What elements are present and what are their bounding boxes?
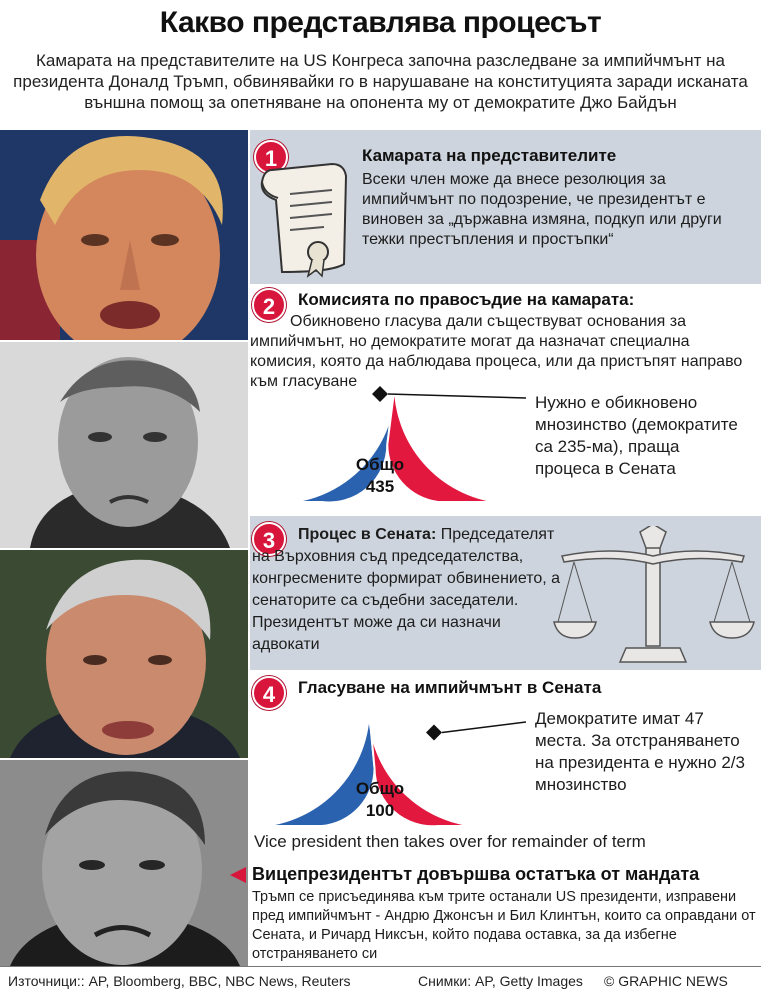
threshold-marker (426, 724, 443, 741)
senate-chart: Общо 100 (261, 708, 526, 828)
step-2-heading: Комисията по правосъдие на камарата: (298, 290, 635, 309)
leader-line (441, 721, 526, 734)
final-text: Тръмп се присъединява към трите останали… (252, 889, 756, 962)
photo-clinton (0, 550, 248, 758)
chart-total-label: Общо (356, 779, 404, 798)
footer: Източници:: AP, Bloomberg, BBC, NBC News… (0, 966, 761, 994)
final-panel: Вицепрезидентът довършва остатъка от ман… (230, 862, 761, 966)
footer-credit: © GRAPHIC NEWS (604, 973, 728, 989)
leader-line (387, 393, 526, 399)
chart-segment-others (367, 708, 499, 828)
step-3-text-block: Процес в Сената: Председателят на Върхов… (252, 524, 562, 656)
footer-photos: Снимки: AP, Getty Images (418, 973, 583, 989)
president-photos (0, 130, 248, 966)
chart-total-value: 100 (366, 801, 394, 820)
chart-segment-democrats (261, 708, 376, 827)
final-heading: Вицепрезидентът довършва остатъка от ман… (252, 864, 700, 884)
scroll-icon (260, 162, 348, 278)
step-4-heading: Гласуване на импийчмънт в Сената (298, 678, 602, 697)
step-4-english-note: Vice president then takes over for remai… (254, 832, 646, 851)
footer-sources: Източници:: AP, Bloomberg, BBC, NBC News… (8, 973, 351, 989)
subtitle: Камарата на представителите на US Конгре… (13, 51, 748, 112)
chart-segment-democrats (261, 384, 396, 504)
step-2-badge: 2 (252, 288, 286, 322)
house-chart: Общо 435 (261, 384, 526, 504)
photo-nixon (0, 760, 248, 966)
step-1-panel: 1 Камарата на представителите Всеки член… (250, 130, 761, 284)
page-title: Какво представлява процесът (159, 6, 602, 39)
step-3-badge: 3 (252, 522, 286, 556)
step-4-badge: 4 (252, 676, 286, 710)
chart-segment-others (386, 384, 499, 503)
step-1-text: Всеки член може да внесе резолюция за им… (362, 171, 722, 248)
photo-johnson (0, 342, 248, 548)
chart-total-value: 435 (366, 477, 394, 496)
step-3-panel: 3 Процес в Сената: Председателят на Върх… (250, 516, 761, 670)
step-3-text: Председателят на Върховния съд председат… (252, 526, 561, 653)
scales-icon (553, 526, 755, 663)
threshold-marker (372, 386, 388, 402)
step-3-heading: Процес в Сената: (298, 526, 437, 543)
step-2-panel: 2 Комисията по правосъдие на камарата: О… (250, 286, 761, 514)
chart-total-label: Общо (356, 455, 404, 474)
step-4-panel: 4 Гласуване на импийчмънт в Сената Общо 1… (250, 672, 761, 860)
photo-trump (0, 130, 248, 340)
step-4-chart-caption: Демократите имат 47 места. За отстранява… (535, 709, 745, 794)
step-1-heading: Камарата на представителите (362, 146, 617, 165)
step-2-text: Обикновено гласува дали съществуват осно… (250, 313, 743, 390)
arrow-left-icon (230, 867, 246, 883)
step-2-chart-caption: Нужно е обикновено мнозинство (демократи… (535, 393, 738, 478)
